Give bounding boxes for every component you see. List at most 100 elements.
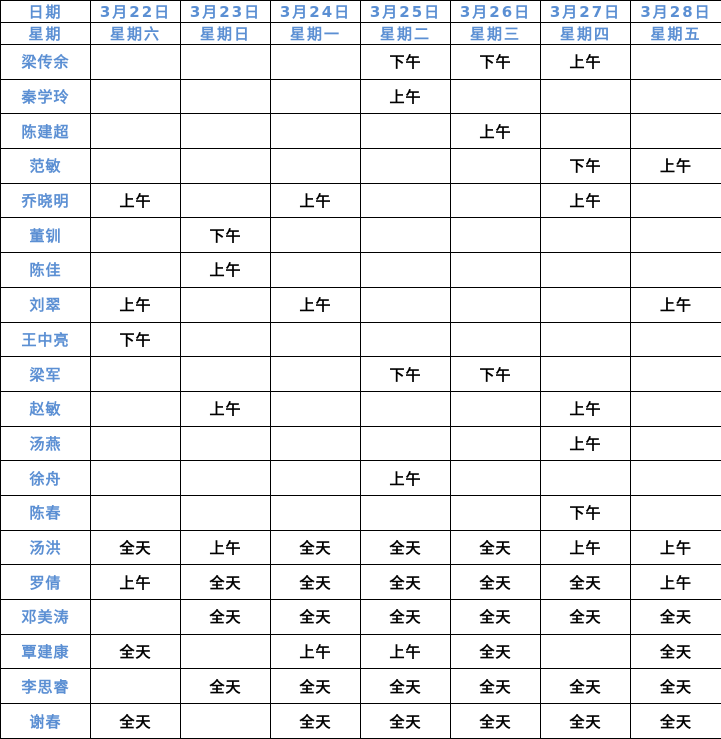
person-name-cell[interactable]: 陈佳 (0, 252, 91, 288)
person-name-cell[interactable]: 乔晓明 (0, 182, 91, 219)
person-name-cell[interactable]: 覃建康 (0, 633, 91, 670)
shift-cell[interactable]: 全天 (540, 703, 631, 739)
shift-cell[interactable] (270, 390, 361, 427)
shift-cell[interactable] (360, 286, 451, 323)
shift-cell[interactable]: 下午 (360, 356, 451, 392)
shift-cell[interactable] (90, 668, 181, 705)
shift-cell[interactable]: 上午 (540, 182, 631, 219)
shift-cell[interactable] (630, 356, 721, 392)
shift-cell[interactable] (450, 425, 541, 462)
shift-cell[interactable] (90, 356, 181, 392)
shift-cell[interactable] (360, 321, 451, 358)
shift-cell[interactable]: 全天 (360, 599, 451, 635)
shift-cell[interactable] (90, 494, 181, 531)
shift-cell[interactable] (540, 217, 631, 254)
shift-cell[interactable] (180, 78, 271, 115)
shift-cell[interactable]: 下午 (450, 356, 541, 392)
shift-cell[interactable]: 全天 (630, 668, 721, 705)
shift-cell[interactable] (450, 390, 541, 427)
shift-cell[interactable] (450, 321, 541, 358)
shift-cell[interactable] (450, 252, 541, 288)
shift-cell[interactable]: 上午 (270, 633, 361, 670)
date-header-cell[interactable]: 3月24日 (270, 0, 361, 23)
shift-cell[interactable] (540, 252, 631, 288)
person-name-cell[interactable]: 陈春 (0, 494, 91, 531)
shift-cell[interactable]: 上午 (90, 564, 181, 600)
weekday-row-label-cell[interactable]: 星期 (0, 22, 91, 45)
shift-cell[interactable] (180, 494, 271, 531)
shift-cell[interactable]: 全天 (630, 703, 721, 739)
shift-cell[interactable] (180, 148, 271, 184)
shift-cell[interactable]: 上午 (180, 390, 271, 427)
date-row-label-cell[interactable]: 日期 (0, 0, 91, 23)
shift-cell[interactable] (180, 356, 271, 392)
shift-cell[interactable]: 上午 (180, 529, 271, 566)
shift-cell[interactable] (630, 78, 721, 115)
shift-cell[interactable] (540, 633, 631, 670)
person-name-cell[interactable]: 徐舟 (0, 460, 91, 496)
shift-cell[interactable] (360, 425, 451, 462)
shift-cell[interactable] (180, 182, 271, 219)
shift-cell[interactable] (630, 44, 721, 80)
shift-cell[interactable]: 全天 (180, 668, 271, 705)
shift-cell[interactable]: 上午 (360, 633, 451, 670)
person-name-cell[interactable]: 王中亮 (0, 321, 91, 358)
shift-cell[interactable]: 全天 (90, 529, 181, 566)
shift-cell[interactable] (450, 217, 541, 254)
shift-cell[interactable]: 上午 (540, 425, 631, 462)
shift-cell[interactable]: 下午 (450, 44, 541, 80)
shift-cell[interactable] (450, 148, 541, 184)
shift-cell[interactable]: 全天 (180, 599, 271, 635)
shift-cell[interactable]: 上午 (360, 78, 451, 115)
shift-cell[interactable] (630, 494, 721, 531)
shift-cell[interactable] (450, 494, 541, 531)
shift-cell[interactable]: 全天 (360, 668, 451, 705)
shift-cell[interactable] (270, 321, 361, 358)
shift-cell[interactable] (270, 356, 361, 392)
weekday-header-cell[interactable]: 星期一 (270, 22, 361, 45)
date-header-cell[interactable]: 3月26日 (450, 0, 541, 23)
shift-cell[interactable] (90, 252, 181, 288)
shift-cell[interactable] (630, 217, 721, 254)
shift-cell[interactable] (630, 321, 721, 358)
shift-cell[interactable] (450, 78, 541, 115)
shift-cell[interactable]: 全天 (630, 599, 721, 635)
shift-cell[interactable]: 全天 (450, 633, 541, 670)
shift-cell[interactable] (360, 113, 451, 150)
shift-cell[interactable] (540, 78, 631, 115)
person-name-cell[interactable]: 谢春 (0, 703, 91, 739)
weekday-header-cell[interactable]: 星期五 (630, 22, 721, 45)
shift-cell[interactable]: 上午 (540, 390, 631, 427)
shift-cell[interactable]: 上午 (270, 286, 361, 323)
weekday-header-cell[interactable]: 星期二 (360, 22, 451, 45)
shift-cell[interactable] (270, 217, 361, 254)
shift-cell[interactable] (180, 425, 271, 462)
shift-cell[interactable] (270, 252, 361, 288)
shift-cell[interactable]: 上午 (630, 148, 721, 184)
shift-cell[interactable] (360, 252, 451, 288)
shift-cell[interactable]: 全天 (360, 703, 451, 739)
shift-cell[interactable]: 下午 (540, 494, 631, 531)
shift-cell[interactable]: 下午 (540, 148, 631, 184)
shift-cell[interactable]: 全天 (90, 703, 181, 739)
shift-cell[interactable] (540, 113, 631, 150)
weekday-header-cell[interactable]: 星期四 (540, 22, 631, 45)
shift-cell[interactable] (450, 460, 541, 496)
shift-cell[interactable] (180, 703, 271, 739)
shift-cell[interactable]: 上午 (540, 529, 631, 566)
shift-cell[interactable]: 全天 (540, 599, 631, 635)
person-name-cell[interactable]: 李思睿 (0, 668, 91, 705)
shift-cell[interactable]: 下午 (180, 217, 271, 254)
date-header-cell[interactable]: 3月28日 (630, 0, 721, 23)
shift-cell[interactable]: 上午 (270, 182, 361, 219)
shift-cell[interactable] (360, 217, 451, 254)
shift-cell[interactable]: 全天 (270, 668, 361, 705)
shift-cell[interactable]: 下午 (90, 321, 181, 358)
shift-cell[interactable]: 全天 (270, 529, 361, 566)
shift-cell[interactable] (270, 425, 361, 462)
person-name-cell[interactable]: 赵敏 (0, 390, 91, 427)
shift-cell[interactable]: 全天 (270, 599, 361, 635)
person-name-cell[interactable]: 董钏 (0, 217, 91, 254)
shift-cell[interactable] (630, 425, 721, 462)
weekday-header-cell[interactable]: 星期三 (450, 22, 541, 45)
